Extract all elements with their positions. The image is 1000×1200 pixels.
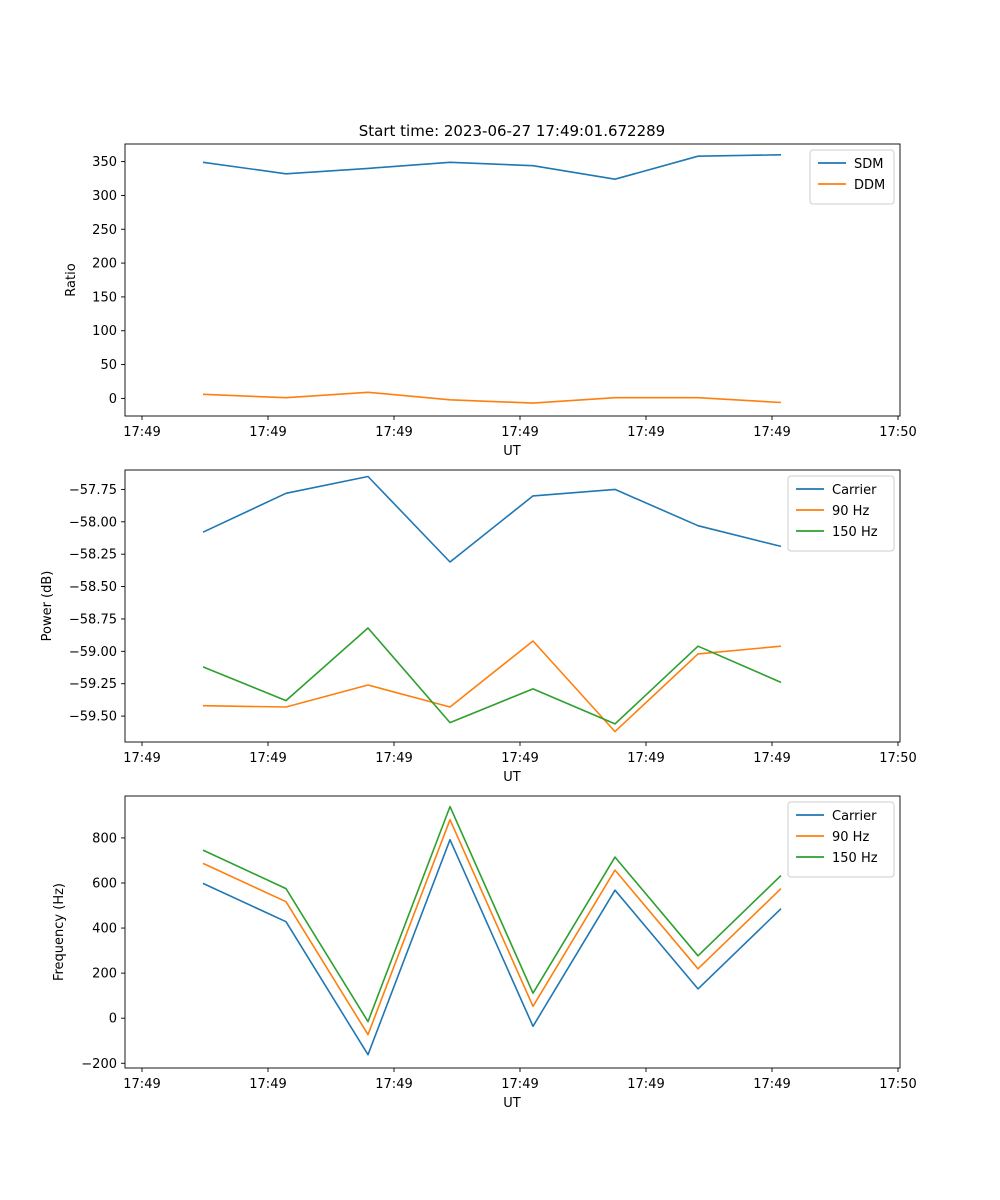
plot-frame xyxy=(124,795,901,1069)
y-tick-label: −59.25 xyxy=(69,677,117,692)
y-tick-label: 350 xyxy=(92,155,117,170)
chart-2: 17:49 17:49 17:49 17:49 17:49 17:49 17:50 UT −59… xyxy=(40,469,917,785)
y-tick-label: 200 xyxy=(92,967,117,982)
x-tick-label: 17:49 xyxy=(249,1077,286,1092)
series-line-150-hz xyxy=(202,627,782,725)
y-tick-label: 50 xyxy=(100,358,117,373)
x-tick-label: 17:49 xyxy=(627,751,664,766)
legend-box xyxy=(787,475,895,552)
y-axis-label: Ratio xyxy=(64,263,79,296)
x-tick-label: 17:49 xyxy=(501,1077,538,1092)
x-tick-label: 17:49 xyxy=(753,425,790,440)
series-line-150-hz xyxy=(202,805,782,1023)
y-tick-label: −58.00 xyxy=(69,515,117,530)
legend-label: 150 Hz xyxy=(832,525,878,540)
x-tick-label: 17:49 xyxy=(627,1077,664,1092)
y-tick-label: 800 xyxy=(92,831,117,846)
x-tick-label: 17:49 xyxy=(753,751,790,766)
y-tick-label: 150 xyxy=(92,290,117,305)
chart-3: 17:49 17:49 17:49 17:49 17:49 17:49 17:50 UT −20… xyxy=(52,795,917,1111)
x-tick-label: 17:49 xyxy=(375,751,412,766)
y-axis-label: Frequency (Hz) xyxy=(52,883,67,981)
y-tick-label: −58.50 xyxy=(69,580,117,595)
x-tick-label: 17:49 xyxy=(249,425,286,440)
plot-frame xyxy=(124,143,901,417)
x-tick-label: 17:49 xyxy=(375,425,412,440)
y-tick-label: 0 xyxy=(109,392,117,407)
legend-label: 90 Hz xyxy=(832,830,869,845)
y-tick-label: −57.75 xyxy=(69,483,117,498)
y-tick-label: 300 xyxy=(92,189,117,204)
legend-label: 150 Hz xyxy=(832,851,878,866)
legend-label: 90 Hz xyxy=(832,504,869,519)
y-tick-label: 0 xyxy=(109,1012,117,1027)
x-tick-label: 17:49 xyxy=(753,1077,790,1092)
series-line-carrier xyxy=(202,838,782,1056)
series-line-ddm xyxy=(202,391,782,404)
x-tick-label: 17:49 xyxy=(627,425,664,440)
y-tick-label: 600 xyxy=(92,876,117,891)
x-tick-label: 17:50 xyxy=(879,751,916,766)
x-axis-label: UT xyxy=(503,1096,521,1111)
legend: Carrier 90 Hz 150 Hz xyxy=(787,801,895,878)
y-tick-label: −58.25 xyxy=(69,548,117,563)
legend-label: Carrier xyxy=(832,483,877,498)
series-line-90-hz xyxy=(202,640,782,733)
charts: 17:49 17:49 17:49 17:49 17:49 17:49 17:50 UT 0 50… xyxy=(40,143,917,1111)
y-tick-label: −59.50 xyxy=(69,710,117,725)
y-tick-label: −200 xyxy=(81,1057,117,1072)
series-line-sdm xyxy=(202,154,782,180)
x-axis-label: UT xyxy=(503,770,521,785)
x-tick-label: 17:49 xyxy=(501,751,538,766)
legend: SDM DDM xyxy=(809,149,895,205)
y-tick-label: 200 xyxy=(92,257,117,272)
series-line-carrier xyxy=(202,475,782,563)
legend-label: Carrier xyxy=(832,809,877,824)
legend: Carrier 90 Hz 150 Hz xyxy=(787,475,895,552)
y-tick-label: −58.75 xyxy=(69,612,117,627)
y-tick-label: 250 xyxy=(92,223,117,238)
plot-frame xyxy=(124,469,901,743)
y-tick-label: 400 xyxy=(92,922,117,937)
y-axis-label: Power (dB) xyxy=(40,571,55,642)
y-tick-label: −59.00 xyxy=(69,645,117,660)
legend-label: DDM xyxy=(854,178,885,193)
series-line-90-hz xyxy=(202,818,782,1036)
legend-label: SDM xyxy=(854,157,883,172)
x-axis-label: UT xyxy=(503,444,521,459)
legend-box xyxy=(787,801,895,878)
figure-title: Start time: 2023-06-27 17:49:01.672289 xyxy=(359,122,665,140)
x-tick-label: 17:49 xyxy=(123,751,160,766)
x-tick-label: 17:50 xyxy=(879,1077,916,1092)
x-tick-label: 17:49 xyxy=(501,425,538,440)
x-tick-label: 17:50 xyxy=(879,425,916,440)
chart-1: 17:49 17:49 17:49 17:49 17:49 17:49 17:50 UT 0 50… xyxy=(64,143,917,459)
y-tick-label: 100 xyxy=(92,324,117,339)
x-tick-label: 17:49 xyxy=(249,751,286,766)
x-tick-label: 17:49 xyxy=(375,1077,412,1092)
x-tick-label: 17:49 xyxy=(123,425,160,440)
x-tick-label: 17:49 xyxy=(123,1077,160,1092)
